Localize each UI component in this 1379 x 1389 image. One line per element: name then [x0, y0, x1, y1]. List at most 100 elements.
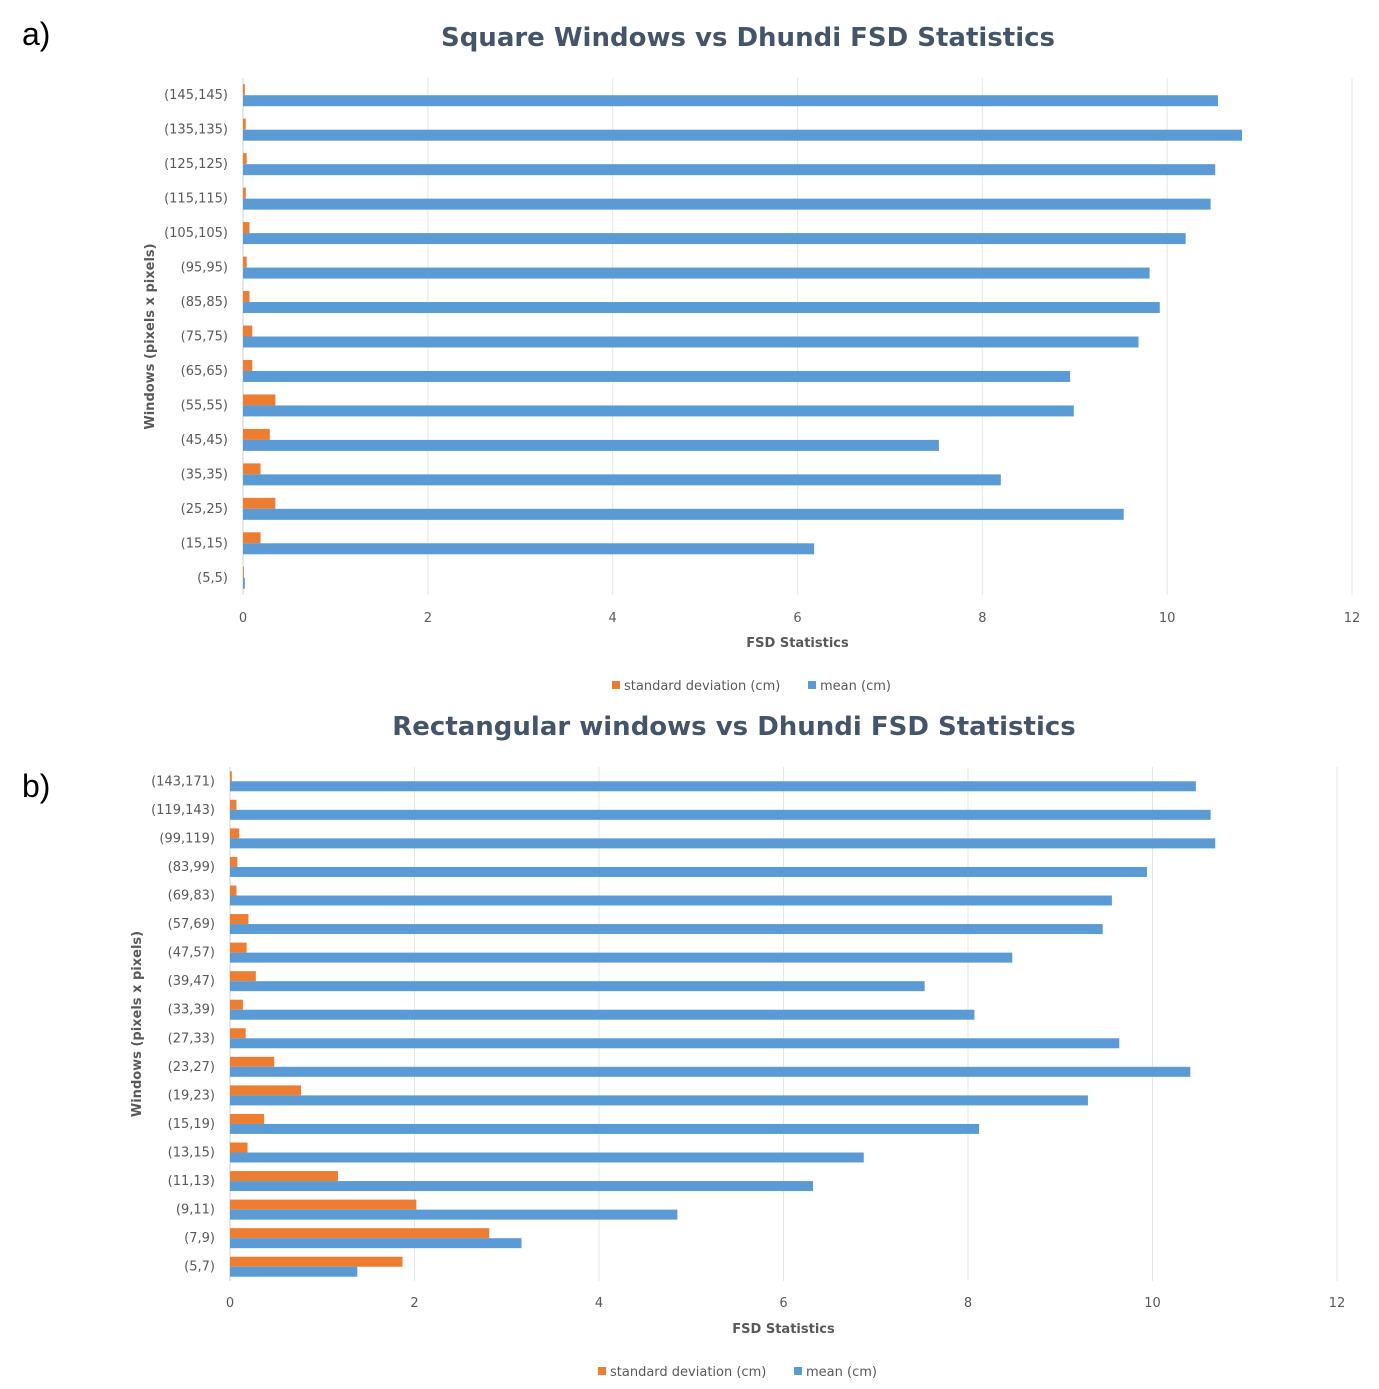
bar-mean — [230, 781, 1196, 792]
y-tick-label: (65,65) — [181, 364, 228, 379]
y-tick-label: (27,33) — [168, 1031, 215, 1046]
y-tick-label: (135,135) — [164, 123, 228, 138]
y-tick-label: (35,35) — [181, 467, 228, 482]
bar-standard-deviation — [230, 1256, 403, 1267]
bar-mean — [230, 952, 1013, 963]
y-tick-label: (5,7) — [184, 1260, 215, 1275]
bar-mean — [230, 1066, 1191, 1077]
bar-standard-deviation — [243, 428, 270, 440]
bar-mean — [230, 1238, 522, 1249]
bar-standard-deviation — [243, 153, 247, 165]
bar-standard-deviation — [230, 971, 256, 982]
bar-standard-deviation — [230, 999, 243, 1010]
bar-mean — [243, 577, 245, 589]
bar-mean — [243, 543, 815, 555]
y-axis-title: Windows (pixels x pixels) — [130, 931, 145, 1117]
bar-mean — [230, 838, 1216, 849]
y-tick-label: (105,105) — [164, 226, 228, 241]
y-tick-label: (85,85) — [181, 295, 228, 310]
y-tick-label: (47,57) — [168, 946, 215, 961]
y-tick-label: (11,13) — [168, 1174, 215, 1189]
x-tick-label: 12 — [1344, 611, 1361, 626]
y-tick-label: (125,125) — [164, 157, 228, 172]
bar-standard-deviation — [243, 566, 244, 578]
bar-mean — [243, 302, 1160, 314]
x-tick-label: 2 — [424, 611, 432, 626]
bar-mean — [243, 439, 939, 451]
x-tick-label: 8 — [964, 1296, 972, 1311]
panel-label-a: a) — [22, 16, 51, 52]
x-tick-label: 0 — [226, 1296, 234, 1311]
bar-mean — [230, 1181, 814, 1192]
bar-mean — [230, 895, 1112, 906]
bar-standard-deviation — [230, 1085, 302, 1096]
y-tick-label: (15,15) — [181, 536, 228, 551]
y-tick-label: (119,143) — [151, 803, 215, 818]
legend-entry: standard deviation (cm) — [610, 1365, 766, 1380]
y-tick-label: (115,115) — [164, 192, 228, 207]
bar-standard-deviation — [243, 222, 250, 234]
y-tick-label: (33,39) — [168, 1003, 215, 1018]
y-tick-label: (69,83) — [168, 889, 215, 904]
bar-standard-deviation — [243, 463, 261, 475]
bar-mean — [230, 866, 1147, 877]
bar-standard-deviation — [230, 856, 238, 867]
bar-mean — [230, 1209, 678, 1220]
bar-mean — [243, 95, 1218, 107]
x-tick-label: 0 — [239, 611, 247, 626]
y-tick-label: (9,11) — [176, 1203, 215, 1218]
bar-standard-deviation — [230, 942, 247, 953]
legend-entry: mean (cm) — [806, 1365, 877, 1380]
bar-standard-deviation — [230, 1056, 275, 1067]
bar-standard-deviation — [243, 256, 247, 268]
chart-b: Rectangular windows vs Dhundi FSD Statis… — [130, 712, 1345, 1380]
y-tick-label: (95,95) — [181, 261, 228, 276]
bar-standard-deviation — [243, 84, 245, 96]
bar-standard-deviation — [230, 799, 237, 810]
x-axis-title: FSD Statistics — [732, 1322, 835, 1337]
bar-mean — [230, 1095, 1088, 1106]
bar-mean — [230, 924, 1103, 935]
bar-standard-deviation — [243, 359, 253, 371]
y-tick-label: (143,171) — [151, 774, 215, 789]
panel-label-b: b) — [22, 768, 51, 804]
x-tick-label: 2 — [410, 1296, 418, 1311]
bar-standard-deviation — [243, 187, 246, 199]
chart-title: Rectangular windows vs Dhundi FSD Statis… — [392, 712, 1076, 742]
bar-mean — [243, 164, 1216, 176]
bar-mean — [230, 1266, 358, 1277]
bar-standard-deviation — [243, 532, 261, 544]
x-tick-label: 4 — [609, 611, 617, 626]
bar-standard-deviation — [243, 118, 246, 130]
legend-entry: mean (cm) — [820, 679, 891, 694]
bar-standard-deviation — [243, 325, 253, 337]
bar-mean — [243, 474, 1001, 486]
y-tick-label: (23,27) — [168, 1060, 215, 1075]
bar-mean — [230, 809, 1211, 820]
bar-mean — [243, 508, 1124, 520]
bar-standard-deviation — [230, 1028, 246, 1039]
bar-standard-deviation — [230, 885, 237, 896]
bar-mean — [230, 1009, 975, 1020]
y-tick-label: (7,9) — [184, 1231, 215, 1246]
bar-mean — [243, 336, 1139, 348]
bar-mean — [243, 370, 1071, 382]
bar-standard-deviation — [230, 828, 240, 839]
legend-entry: standard deviation (cm) — [624, 679, 780, 694]
x-axis-title: FSD Statistics — [746, 636, 849, 651]
bar-standard-deviation — [230, 1199, 417, 1210]
x-tick-label: 12 — [1329, 1296, 1346, 1311]
y-tick-label: (13,15) — [168, 1146, 215, 1161]
bar-mean — [230, 1038, 1120, 1049]
y-tick-label: (39,47) — [168, 974, 215, 989]
y-tick-label: (15,19) — [168, 1117, 215, 1132]
legend-swatch — [612, 681, 620, 689]
x-tick-label: 10 — [1144, 1296, 1161, 1311]
y-tick-label: (19,23) — [168, 1088, 215, 1103]
bar-mean — [243, 129, 1243, 141]
legend-swatch — [794, 1367, 802, 1375]
bar-standard-deviation — [230, 1171, 338, 1182]
y-tick-label: (25,25) — [181, 502, 228, 517]
y-axis-title: Windows (pixels x pixels) — [143, 243, 158, 429]
